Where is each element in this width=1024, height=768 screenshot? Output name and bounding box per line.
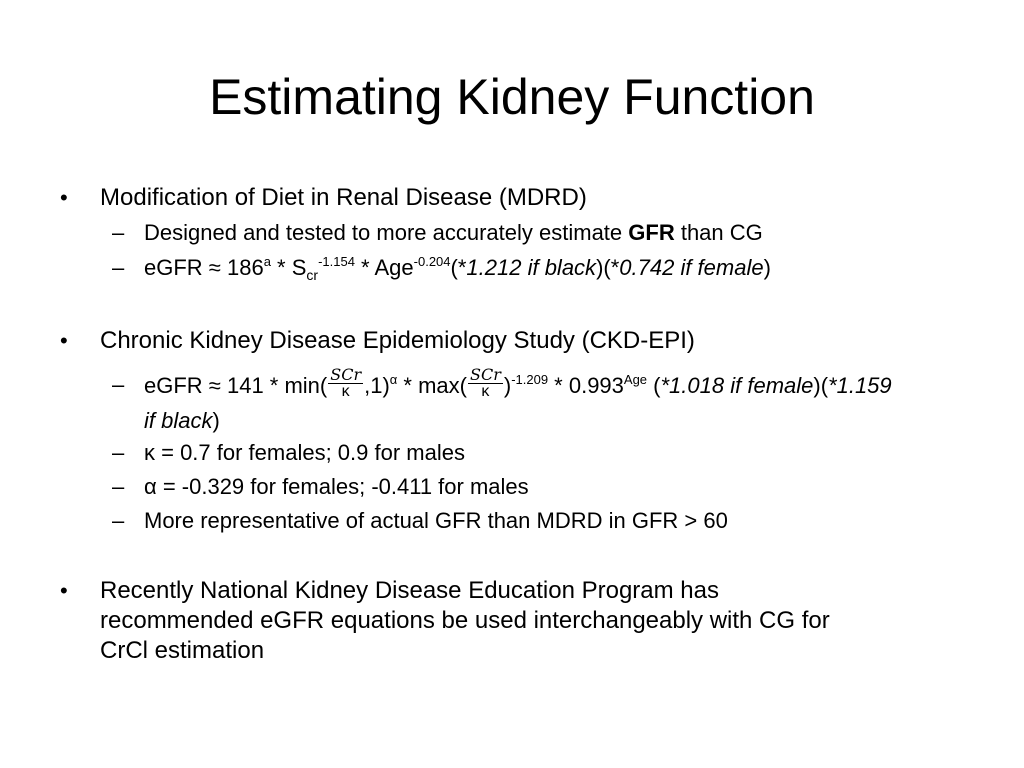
bullet-marker: •	[60, 328, 68, 353]
dash-marker: –	[112, 440, 125, 465]
bullet-mdrd-text: Modification of Diet in Renal Disease (M…	[100, 184, 587, 211]
dash-marker: –	[112, 474, 125, 499]
slide-title: Estimating Kidney Function	[209, 69, 815, 125]
sub-bullet-text: Designed and tested to more accurately e…	[144, 220, 763, 245]
bullet-nkdep-text: Recently National Kidney Disease Educati…	[100, 577, 830, 664]
dash-marker: –	[112, 255, 125, 280]
sub-bullet-text: κ = 0.7 for females; 0.9 for males	[144, 440, 465, 465]
sub-bullet-text: α = -0.329 for females; -0.411 for males	[144, 474, 529, 499]
mdrd-formula: eGFR ≈ 186a * Scr-1.154 * Age-0.204(*1.2…	[144, 254, 771, 283]
ckdepi-formula: eGFR ≈ 141 * min(SCr κ ,1)α * max(SCr κ)-1.…	[144, 364, 892, 433]
bold-gfr: GFR	[628, 220, 675, 245]
bullet-ckdepi-text: Chronic Kidney Disease Epidemiology Stud…	[100, 327, 695, 354]
bullet-marker: •	[60, 185, 68, 210]
dash-marker: –	[112, 372, 125, 397]
dash-marker: –	[112, 220, 125, 245]
dash-marker: –	[112, 508, 125, 533]
sub-bullet-text: More representative of actual GFR than M…	[144, 508, 728, 533]
bullet-marker: •	[60, 578, 68, 603]
fraction-scr-kappa: SCr κ	[328, 364, 364, 400]
fraction-scr-kappa: SCr κ	[468, 364, 503, 400]
